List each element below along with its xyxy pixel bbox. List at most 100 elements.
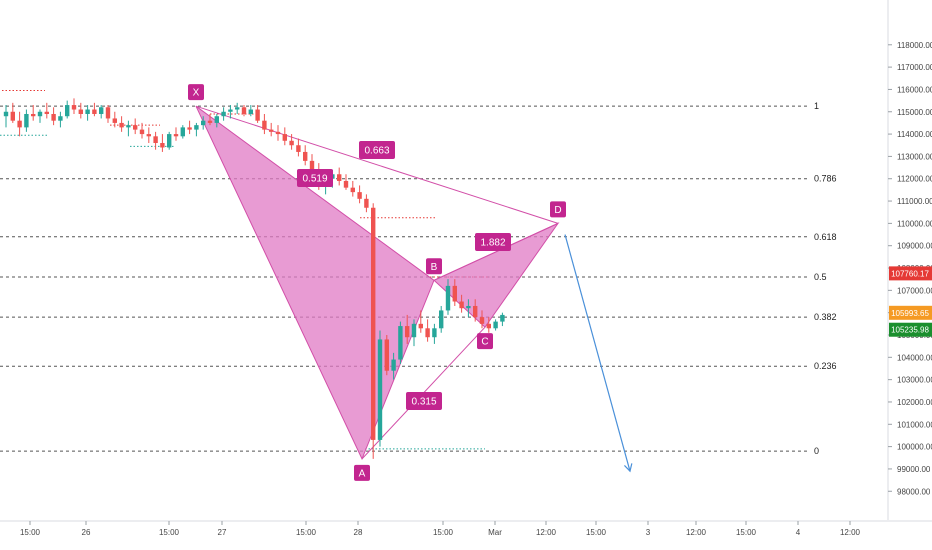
candle-body [65, 105, 70, 117]
candle-body [214, 116, 219, 123]
candle-body [146, 134, 151, 137]
x-tick-label: 15:00 [433, 528, 454, 537]
point-label-box [550, 201, 566, 218]
candle-body [459, 301, 464, 309]
x-tick-label: 12:00 [840, 528, 861, 537]
x-tick-label: 12:00 [536, 528, 557, 537]
candle-body [58, 116, 63, 121]
projection-arrow-line [564, 234, 631, 472]
fib-level-label: 0.786 [814, 174, 837, 184]
y-tick-label: 117000.00 [897, 63, 932, 72]
y-tick-label: 101000.00 [897, 420, 932, 429]
x-tick-label: 15:00 [159, 528, 180, 537]
y-tick-label: 103000.00 [897, 376, 932, 385]
candle-body [364, 198, 369, 208]
point-label-d: D [554, 205, 561, 216]
y-tick-label: 110000.00 [897, 219, 932, 228]
point-label-b: B [431, 262, 438, 273]
candle-body [445, 285, 451, 311]
x-tick-label: 28 [354, 528, 363, 537]
ratio-label-box [475, 233, 511, 251]
y-tick-label: 113000.00 [897, 152, 932, 161]
y-tick-label: 98000.00 [897, 487, 931, 496]
y-tick-label: 99000.00 [897, 465, 931, 474]
fib-level-label: 0 [814, 446, 819, 456]
point-label-x: X [193, 88, 200, 99]
price-tags-group: 107760.17 105993.65 105235.98 [889, 266, 932, 337]
fib-level-label: 0.618 [814, 232, 837, 242]
price-tag-label: 105993.65 [891, 309, 929, 318]
y-tick-label: 118000.00 [897, 41, 932, 50]
x-tick-label: 15:00 [296, 528, 317, 537]
point-label-a: A [359, 468, 366, 479]
fib-level-label: 0.5 [814, 272, 827, 282]
candle-body [3, 111, 9, 117]
candle-body [452, 285, 457, 302]
ratio-label: 0.663 [364, 146, 389, 157]
candle-body [180, 127, 185, 137]
candle-body [194, 125, 199, 130]
candle-body [377, 339, 383, 440]
candle-body [139, 129, 145, 135]
candle-body [92, 109, 97, 114]
price-tag-box [889, 305, 932, 320]
projection-arrow-head [624, 463, 633, 473]
x-tick-label: 12:00 [686, 528, 707, 537]
candle-body [85, 109, 90, 114]
candle-body [78, 109, 83, 114]
candle-body [173, 134, 179, 137]
y-tick-label: 115000.00 [897, 108, 932, 117]
ratio-label-box [297, 169, 333, 187]
ratio-label: 0.315 [411, 397, 436, 408]
candle-body [228, 109, 233, 112]
candle-body [241, 107, 247, 114]
x-tick-label: 15:00 [736, 528, 757, 537]
candle-body [289, 140, 294, 146]
x-tick-label: 26 [82, 528, 91, 537]
candle-body [37, 111, 43, 117]
y-tick-label: 109000.00 [897, 242, 932, 251]
point-label-box [477, 333, 493, 350]
y-tick-label: 100000.00 [897, 443, 932, 452]
price-tag-label: 107760.17 [891, 269, 929, 278]
candle-body [391, 359, 396, 371]
y-tick-label: 114000.00 [897, 130, 932, 139]
candle-body [275, 131, 281, 135]
candle-body [466, 305, 471, 309]
x-tick-label: Mar [488, 528, 502, 537]
candle-body [262, 120, 267, 130]
price-tag-label: 105235.98 [891, 326, 929, 335]
candle-body [10, 111, 15, 121]
candle-body [24, 113, 29, 128]
pattern-xd-line [195, 105, 559, 224]
candle-body [207, 120, 213, 123]
candle-body [418, 323, 423, 329]
y-tick-label: 107000.00 [897, 286, 932, 295]
fib-level-label: 0.236 [814, 361, 837, 371]
point-label-box [188, 84, 204, 101]
candle-body [473, 305, 478, 318]
candle-body [160, 143, 165, 148]
candle-body [153, 136, 158, 144]
pattern-bd-line [433, 222, 559, 281]
ratio-label: 0.519 [302, 174, 327, 185]
candle-body [99, 107, 104, 114]
pattern-labels-group: X A B C D 0.663 0.519 1.882 0.315 [188, 84, 633, 481]
candle-body [500, 314, 505, 322]
candle-body [17, 120, 22, 128]
candle-body [187, 127, 192, 130]
time-axis[interactable]: 15:00 26 15:00 27 15:00 28 15:00 Mar 12:00 15:00 3… [20, 521, 861, 537]
y-tick-label: 116000.00 [897, 85, 932, 94]
candle-body [398, 326, 403, 360]
candle-body [31, 113, 36, 117]
price-tag-box [889, 266, 932, 281]
candle-body [235, 107, 240, 110]
ratio-label-box [359, 141, 395, 159]
candle-body [44, 111, 49, 114]
point-label-box [426, 258, 442, 275]
candle-body [112, 118, 117, 123]
candle-body [425, 328, 430, 338]
candle-body [255, 109, 260, 121]
candle-body [486, 323, 491, 329]
